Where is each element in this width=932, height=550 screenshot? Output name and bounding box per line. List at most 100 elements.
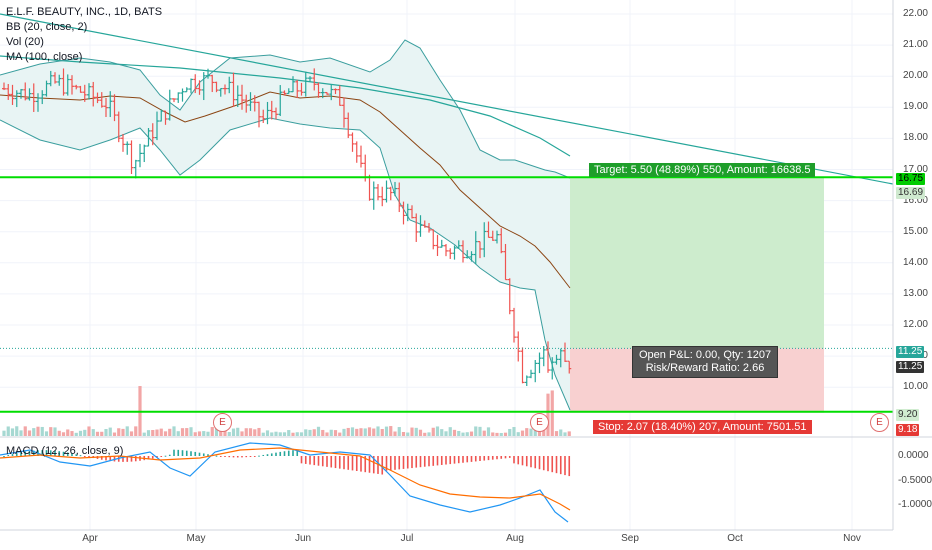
price-bar (53, 72, 57, 84)
macd-signal-line (0, 447, 571, 511)
macd-histogram-bar (245, 456, 248, 458)
volume-bar (61, 432, 66, 436)
volume-bar (95, 431, 100, 436)
macd-histogram-bar (105, 456, 107, 461)
volume-bar (474, 426, 478, 436)
price-bar (512, 307, 516, 343)
price-bar (163, 110, 168, 125)
macd-histogram-bar (215, 455, 218, 457)
price-bar (567, 360, 572, 374)
volume-bar (469, 431, 474, 436)
volume-bar (410, 427, 414, 436)
price-bar (36, 93, 40, 112)
volume-bar (520, 430, 525, 436)
macd-histogram-bar (156, 456, 158, 458)
price-bar (223, 84, 227, 95)
volume-bar (193, 432, 197, 436)
price-bar (308, 76, 312, 82)
macd-histogram-bar (270, 453, 273, 456)
macd-histogram-bar (275, 452, 277, 456)
macd-histogram-bar (151, 456, 154, 459)
volume-bar (172, 426, 176, 436)
price-bar (48, 70, 53, 87)
volume-bar (346, 427, 350, 436)
price-tick-label: 14.00 (902, 256, 928, 268)
volume-bar (312, 429, 316, 436)
macd-histogram-bar (508, 456, 511, 458)
volume-bar (461, 432, 465, 436)
volume-bar (452, 429, 457, 436)
price-bar (465, 250, 470, 259)
price-bar (197, 80, 202, 95)
volume-bar (321, 429, 325, 436)
macd-histogram-bar (296, 449, 299, 456)
price-bar (257, 101, 261, 128)
volume-bar (6, 426, 10, 436)
legend-bb[interactable]: BB (20, close, 2) (6, 21, 88, 33)
macd-histogram-bar (351, 456, 354, 471)
macd-histogram-bar (266, 454, 269, 456)
price-tick-label: 10.00 (902, 381, 928, 393)
macd-histogram-bar (7, 455, 10, 457)
legend-ma[interactable]: MA (100, close) (6, 51, 83, 63)
price-bar (418, 215, 423, 237)
macd-histogram-bar (228, 456, 231, 458)
macd-histogram-bar (249, 456, 252, 457)
price-bar (431, 229, 436, 250)
legend-macd[interactable]: MACD (12, 26, close, 9) (6, 445, 124, 457)
earnings-marker-nov[interactable]: E (870, 413, 889, 432)
price-bar (70, 75, 74, 95)
macd-histogram-bar (457, 456, 460, 464)
volume-bar (559, 429, 563, 436)
price-bar (82, 84, 87, 102)
volume-bar (499, 432, 503, 436)
price-bar (176, 92, 181, 103)
volume-bar (32, 428, 36, 436)
volume-bar (23, 426, 27, 436)
price-bar (537, 352, 542, 374)
price-bar (371, 181, 376, 210)
target-zone[interactable] (570, 177, 824, 349)
macd-histogram-bar (330, 456, 333, 468)
macd-histogram-bar (436, 456, 439, 466)
volume-bar (151, 430, 155, 436)
price-bars (2, 68, 572, 387)
price-bar (252, 95, 257, 112)
stop-label[interactable]: Stop: 2.07 (18.40%) 207, Amount: 7501.51 (593, 420, 812, 434)
macd-histogram-bar (496, 456, 498, 460)
macd-histogram-bar (381, 456, 384, 475)
price-bar (291, 76, 295, 93)
price-bar (380, 186, 385, 207)
macd-histogram-bar (517, 456, 520, 465)
price-bar (27, 88, 32, 101)
legend-vol[interactable]: Vol (20) (6, 36, 44, 48)
macd-histogram-bar (258, 455, 260, 457)
price-tick-label: 15.00 (902, 225, 928, 237)
price-bar (274, 107, 278, 120)
earnings-marker-may[interactable]: E (213, 413, 232, 432)
volume-bar (244, 428, 248, 436)
macd-histogram-bar (423, 456, 426, 467)
macd-histogram-bar (521, 456, 524, 466)
price-pill-ma: 16.69 (896, 187, 926, 199)
macd-histogram-bar (122, 456, 124, 462)
macd-histogram-bar (207, 454, 209, 456)
time-tick-label: Aug (506, 533, 524, 544)
macd-histogram-bar (474, 456, 477, 462)
macd-histogram-bar (181, 450, 184, 456)
volume-bar (550, 390, 554, 436)
price-bar (180, 88, 185, 102)
price-bar (248, 92, 253, 111)
price-bar (189, 78, 193, 94)
earnings-marker-aug[interactable]: E (530, 413, 549, 432)
volume-bar (516, 432, 520, 436)
macd-histogram-bar (262, 454, 265, 456)
volume-bar (401, 431, 406, 436)
target-label[interactable]: Target: 5.50 (48.89%) 550, Amount: 16638… (589, 163, 816, 177)
price-pill-bb-lower: 9.20 (896, 409, 920, 421)
position-info[interactable]: Open P&L: 0.00, Qty: 1207 Risk/Reward Ra… (632, 346, 779, 378)
volume-bar (363, 428, 367, 436)
volume-bar (333, 430, 338, 436)
volume-bar (78, 430, 83, 436)
